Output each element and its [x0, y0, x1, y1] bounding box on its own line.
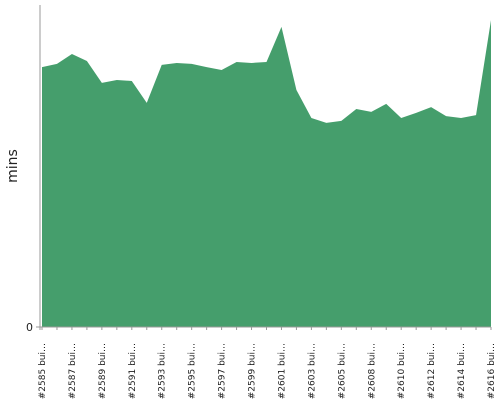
x-tick-label: #2614 bui… [457, 343, 467, 399]
x-tick-label: #2605 bui… [337, 343, 347, 399]
x-tick-label: #2587 bui… [68, 343, 78, 399]
x-tick-label: #2591 bui… [128, 343, 138, 399]
x-tick-label: #2599 bui… [248, 343, 258, 399]
area [42, 20, 491, 327]
y-tick-label: 0 [26, 321, 33, 334]
x-tick-label: #2593 bui… [158, 343, 168, 399]
y-axis-label: mins [5, 149, 21, 183]
x-tick-label: #2616 bui… [487, 343, 497, 399]
x-tick-label: #2608 bui… [367, 343, 377, 399]
x-tick-label: #2612 bui… [427, 343, 437, 399]
x-tick-label: #2610 bui… [397, 343, 407, 399]
x-tick-label: #2597 bui… [218, 343, 228, 399]
x-tick-label: #2601 bui… [277, 343, 287, 399]
x-tick-label: #2589 bui… [98, 343, 108, 399]
x-tick-label: #2585 bui… [38, 343, 48, 399]
x-tick-label: #2595 bui… [188, 343, 198, 399]
x-tick-label: #2603 bui… [307, 343, 317, 399]
